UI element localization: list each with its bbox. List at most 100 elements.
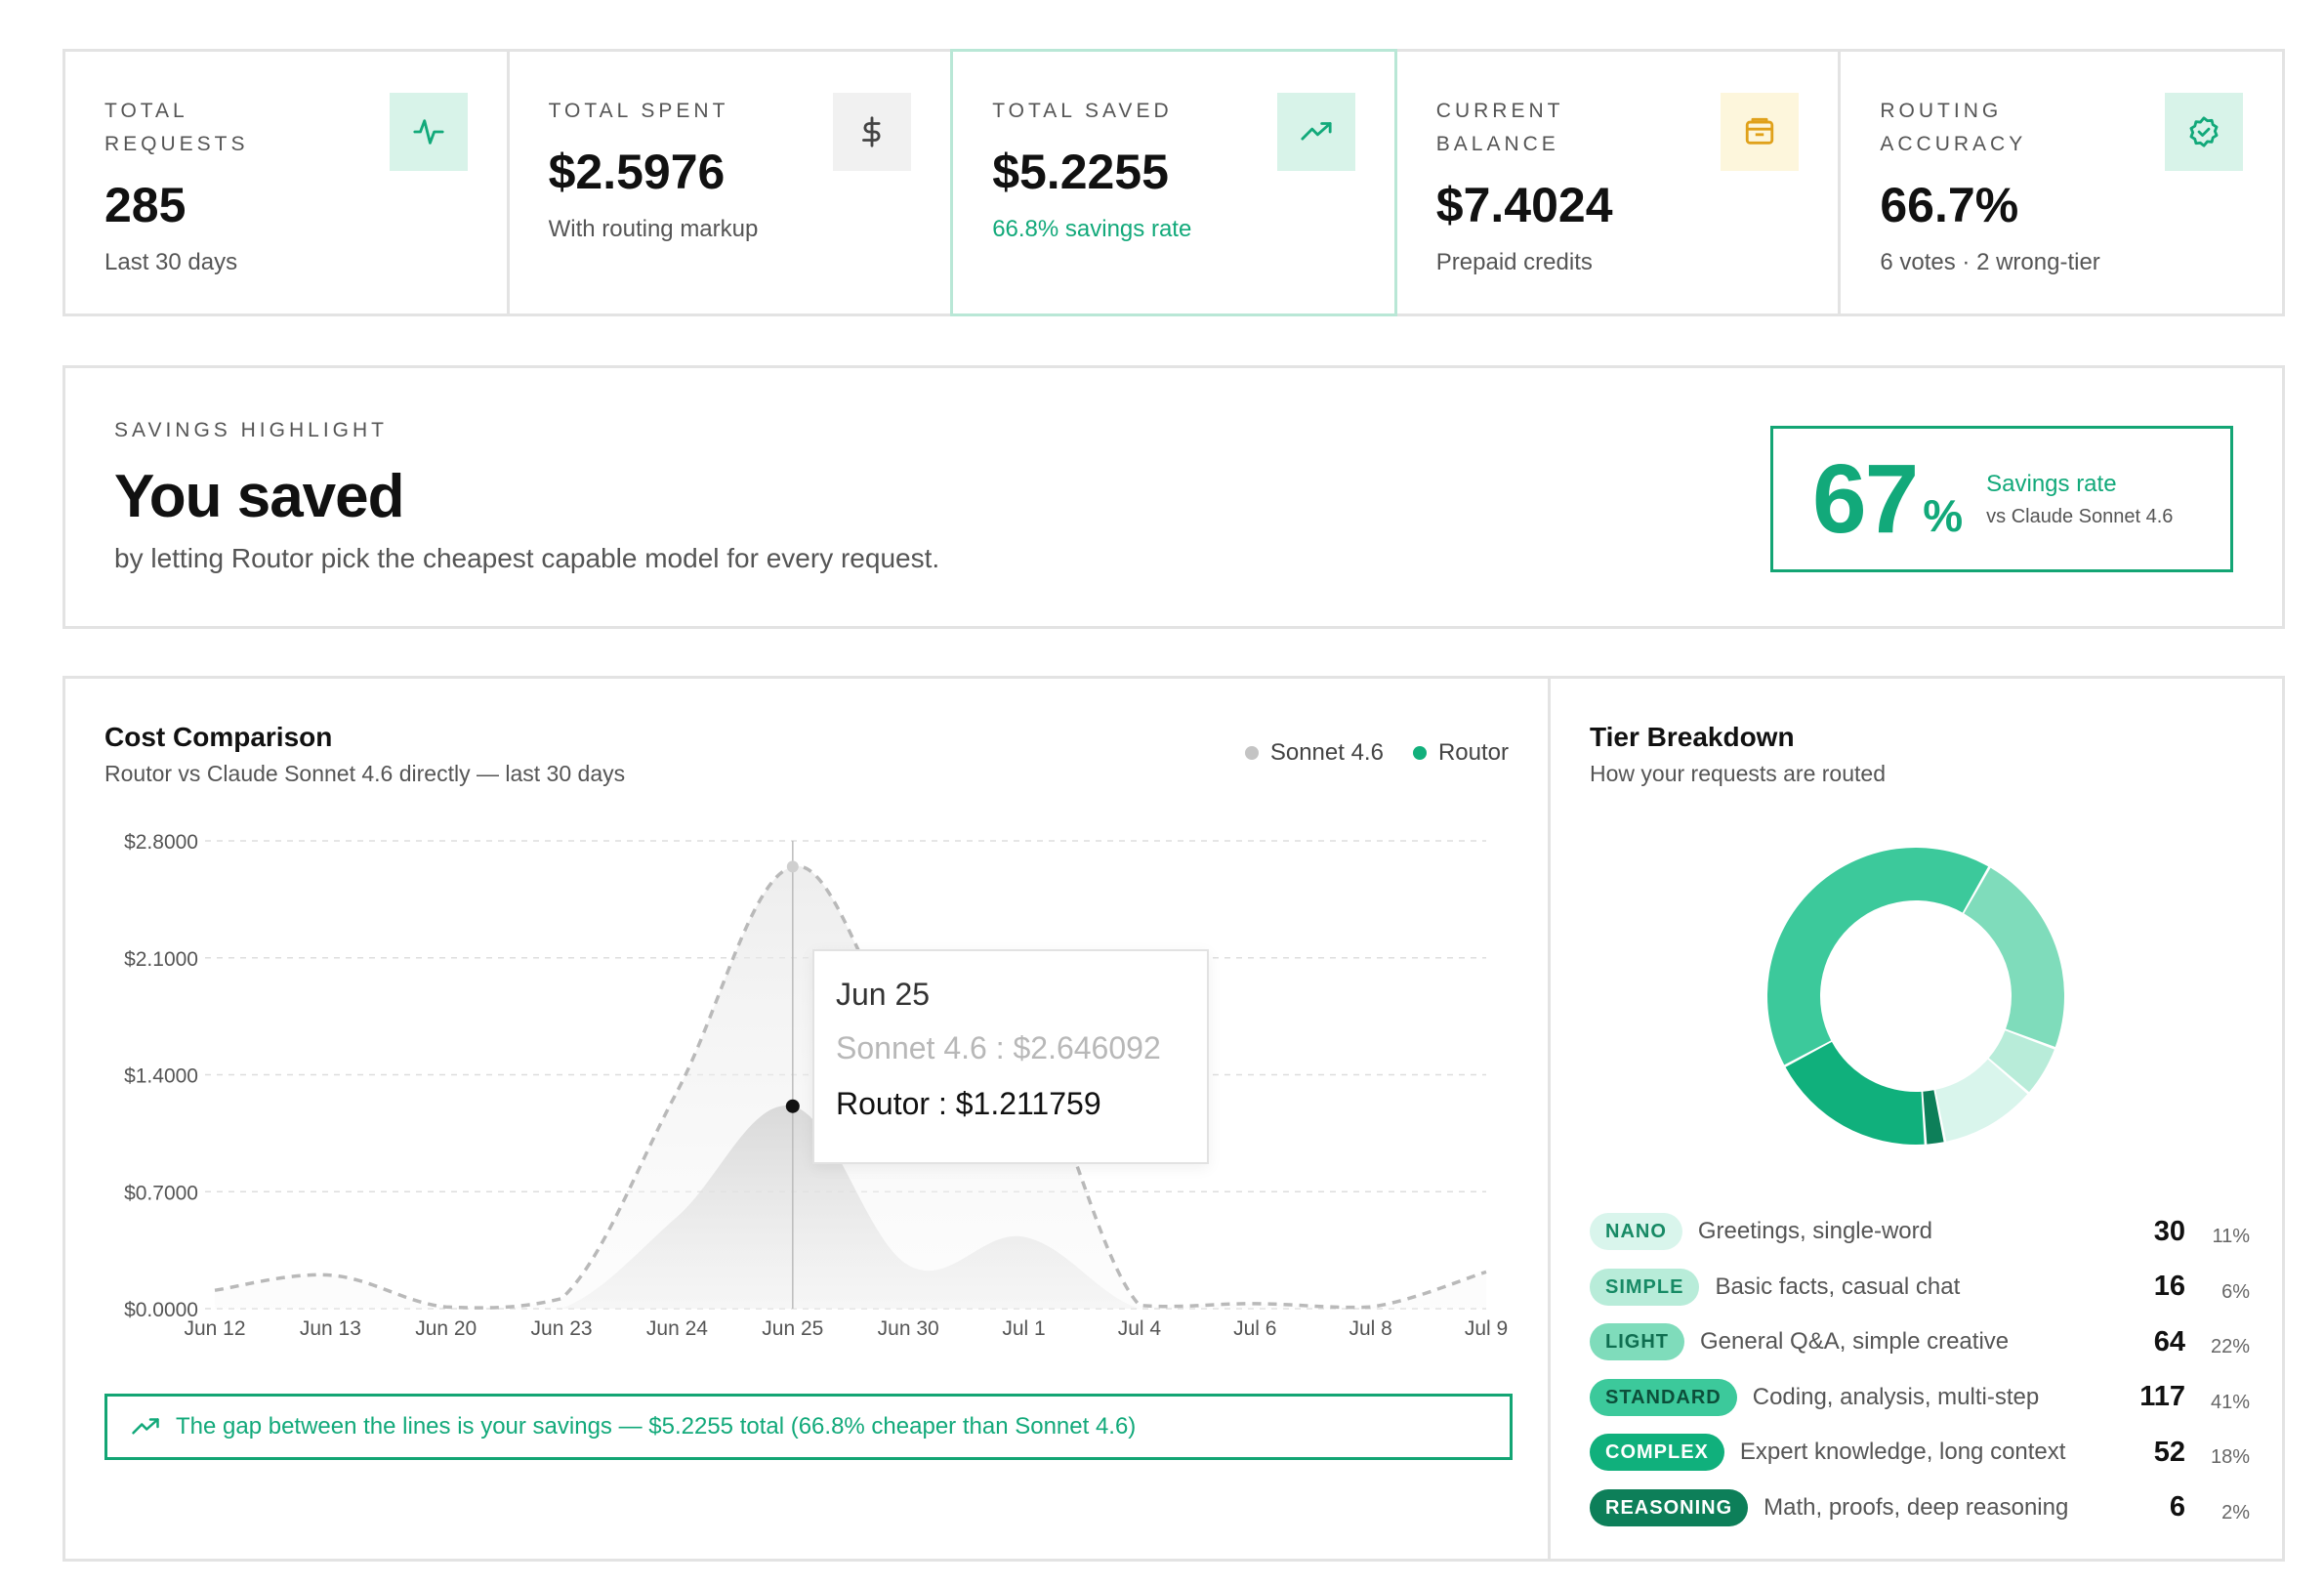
stat-label: Total Saved [992,100,1173,122]
tier-description: Basic facts, casual chat [1715,1273,1961,1300]
tier-description: Math, proofs, deep reasoning [1764,1493,2069,1521]
chart-legend: Sonnet 4.6 Routor [1216,739,1509,767]
tooltip-routor-value: Routor : $1.211759 [836,1086,1101,1121]
routor-hover-point [785,1099,800,1113]
stat-label: Routing Accuracy [1880,100,2027,155]
stat-value: $5.2255 [992,145,1169,199]
dollar-icon [833,93,912,171]
donut-slice-standard[interactable] [1767,847,1989,1065]
legend-item-routor[interactable]: Routor [1412,739,1509,767]
tier-row-light: LIGHT General Q&A, simple creative 64 22% [1590,1315,2250,1370]
stat-value: $7.4024 [1435,178,1613,232]
y-tick-label: $1.4000 [124,1065,198,1088]
tier-badge: NANO [1590,1213,1682,1251]
y-tick-label: $0.7000 [124,1182,198,1204]
stat-value: 66.7% [1880,178,2019,232]
stat-label: Total Spent [548,100,729,122]
tier-count: 6 [2169,1491,2185,1523]
tier-row-reasoning: REASONING Math, proofs, deep reasoning 6 2% [1590,1481,2250,1536]
x-tick-label: Jul 6 [1233,1317,1276,1340]
tier-row-simple: SIMPLE Basic facts, casual chat 16 6% [1590,1260,2250,1315]
tier-row-complex: COMPLEX Expert knowledge, long context 52 1… [1590,1425,2250,1481]
tier-percent: 2% [2221,1501,2250,1523]
donut-slice-light[interactable] [1964,867,2064,1048]
stat-card-routing-accuracy: Routing Accuracy 66.7% 6 votes · 2 wrong… [1838,49,2285,316]
tier-donut-chart[interactable] [1551,679,2284,1187]
x-tick-label: Jul 4 [1118,1317,1162,1340]
y-tick-label: $2.8000 [124,831,198,854]
section-label: SAVINGS HIGHLIGHT [114,419,388,441]
stat-value: $2.5976 [548,145,726,199]
donut-slice-reasoning[interactable] [1923,1090,1944,1145]
tier-count: 16 [2153,1271,2185,1303]
savings-rate-compare: vs Claude Sonnet 4.6 [1986,505,2174,527]
stat-card-current-balance: Current Balance $7.4024 Prepaid credits [1393,49,1842,316]
tier-badge: REASONING [1590,1488,1749,1526]
stat-sub: Prepaid credits [1435,249,1593,275]
tier-row-standard: STANDARD Coding, analysis, multi-step 117 4… [1590,1370,2250,1426]
y-tick-label: $2.1000 [124,948,198,971]
cost-comparison-panel: $0.0000 $0.7000 $1.4000 $2.1000 $2.8000 Jun 1… [62,676,1551,1562]
savings-rate-text: Savings rate vs Claude Sonnet 4.6 [1986,471,2173,528]
stat-label: Total Requests [104,100,249,155]
legend-item-sonnet[interactable]: Sonnet 4.6 [1244,739,1384,767]
stat-value: 285 [104,178,187,232]
savings-subtitle: by letting Routor pick the cheapest capa… [114,543,940,573]
legend-label: Routor [1437,739,1509,766]
x-tick-label: Jun 30 [878,1317,939,1340]
x-tick-label: Jun 12 [184,1317,245,1340]
savings-highlight: SAVINGS HIGHLIGHT You saved by letting R… [62,365,2285,629]
tier-breakdown-panel: Tier Breakdown How your requests are rou… [1548,676,2285,1562]
panel-subtitle: How your requests are routed [1590,761,1886,786]
stat-cards: Total Requests 285 Last 30 days Total Sp… [62,49,2285,316]
x-tick-label: Jun 13 [300,1317,361,1340]
stat-sub: With routing markup [548,216,759,242]
savings-rate-value: 67 [1812,444,1919,554]
tier-count: 30 [2153,1215,2185,1247]
legend-dot-icon [1412,746,1427,760]
tier-percent: 11% [2212,1226,2250,1247]
trending-up-icon [132,1418,159,1435]
tier-badge: SIMPLE [1590,1268,1700,1306]
y-tick-label: $0.0000 [124,1299,198,1321]
stat-sub: 66.8% savings rate [992,216,1192,242]
donut-slice-simple[interactable] [1988,1030,2054,1093]
donut-slice-complex[interactable] [1785,1041,1925,1145]
tier-percent: 18% [2210,1446,2250,1468]
savings-rate-label: Savings rate [1986,470,2117,497]
trending-up-icon [1276,93,1355,171]
x-tick-label: Jun 25 [762,1317,823,1340]
stat-card-total-saved: Total Saved $5.2255 66.8% savings rate [950,49,1397,316]
tier-percent: 41% [2210,1391,2250,1413]
x-tick-label: Jun 24 [646,1317,708,1340]
tier-list: NANO Greetings, single-word 30 11% SIMPLE Bas… [1590,1204,2250,1535]
tier-count: 52 [2153,1436,2185,1468]
sonnet-line [214,864,1487,1310]
routor-area [215,1106,1486,1309]
donut-slice-nano[interactable] [1935,1059,2028,1142]
tier-description: General Q&A, simple creative [1700,1328,2010,1356]
activity-icon [389,93,468,171]
tier-description: Expert knowledge, long context [1739,1439,2066,1466]
stat-sub: Last 30 days [104,249,238,275]
savings-rate-unit: % [1923,490,1964,541]
wallet-icon [1721,93,1800,171]
tooltip-date: Jun 25 [836,977,931,1012]
savings-gap-text: The gap between the lines is your saving… [176,1413,1137,1440]
tier-badge: LIGHT [1590,1323,1684,1361]
panel-subtitle: Routor vs Claude Sonnet 4.6 directly — l… [104,761,626,786]
stat-label: Current Balance [1435,100,1564,155]
legend-dot-icon [1244,746,1259,760]
tier-count: 64 [2153,1325,2185,1357]
panel-title: Cost Comparison [104,722,333,752]
sonnet-hover-point [786,860,799,873]
x-tick-label: Jul 1 [1002,1317,1045,1340]
stat-sub: 6 votes · 2 wrong-tier [1880,249,2100,275]
tier-badge: STANDARD [1590,1378,1737,1416]
tier-count: 117 [2139,1381,2185,1413]
stat-card-total-requests: Total Requests 285 Last 30 days [62,49,510,316]
savings-gap-note: The gap between the lines is your saving… [104,1394,1513,1460]
tier-percent: 22% [2210,1336,2250,1357]
x-tick-label: Jun 23 [531,1317,593,1340]
savings-title: You saved [114,463,405,530]
